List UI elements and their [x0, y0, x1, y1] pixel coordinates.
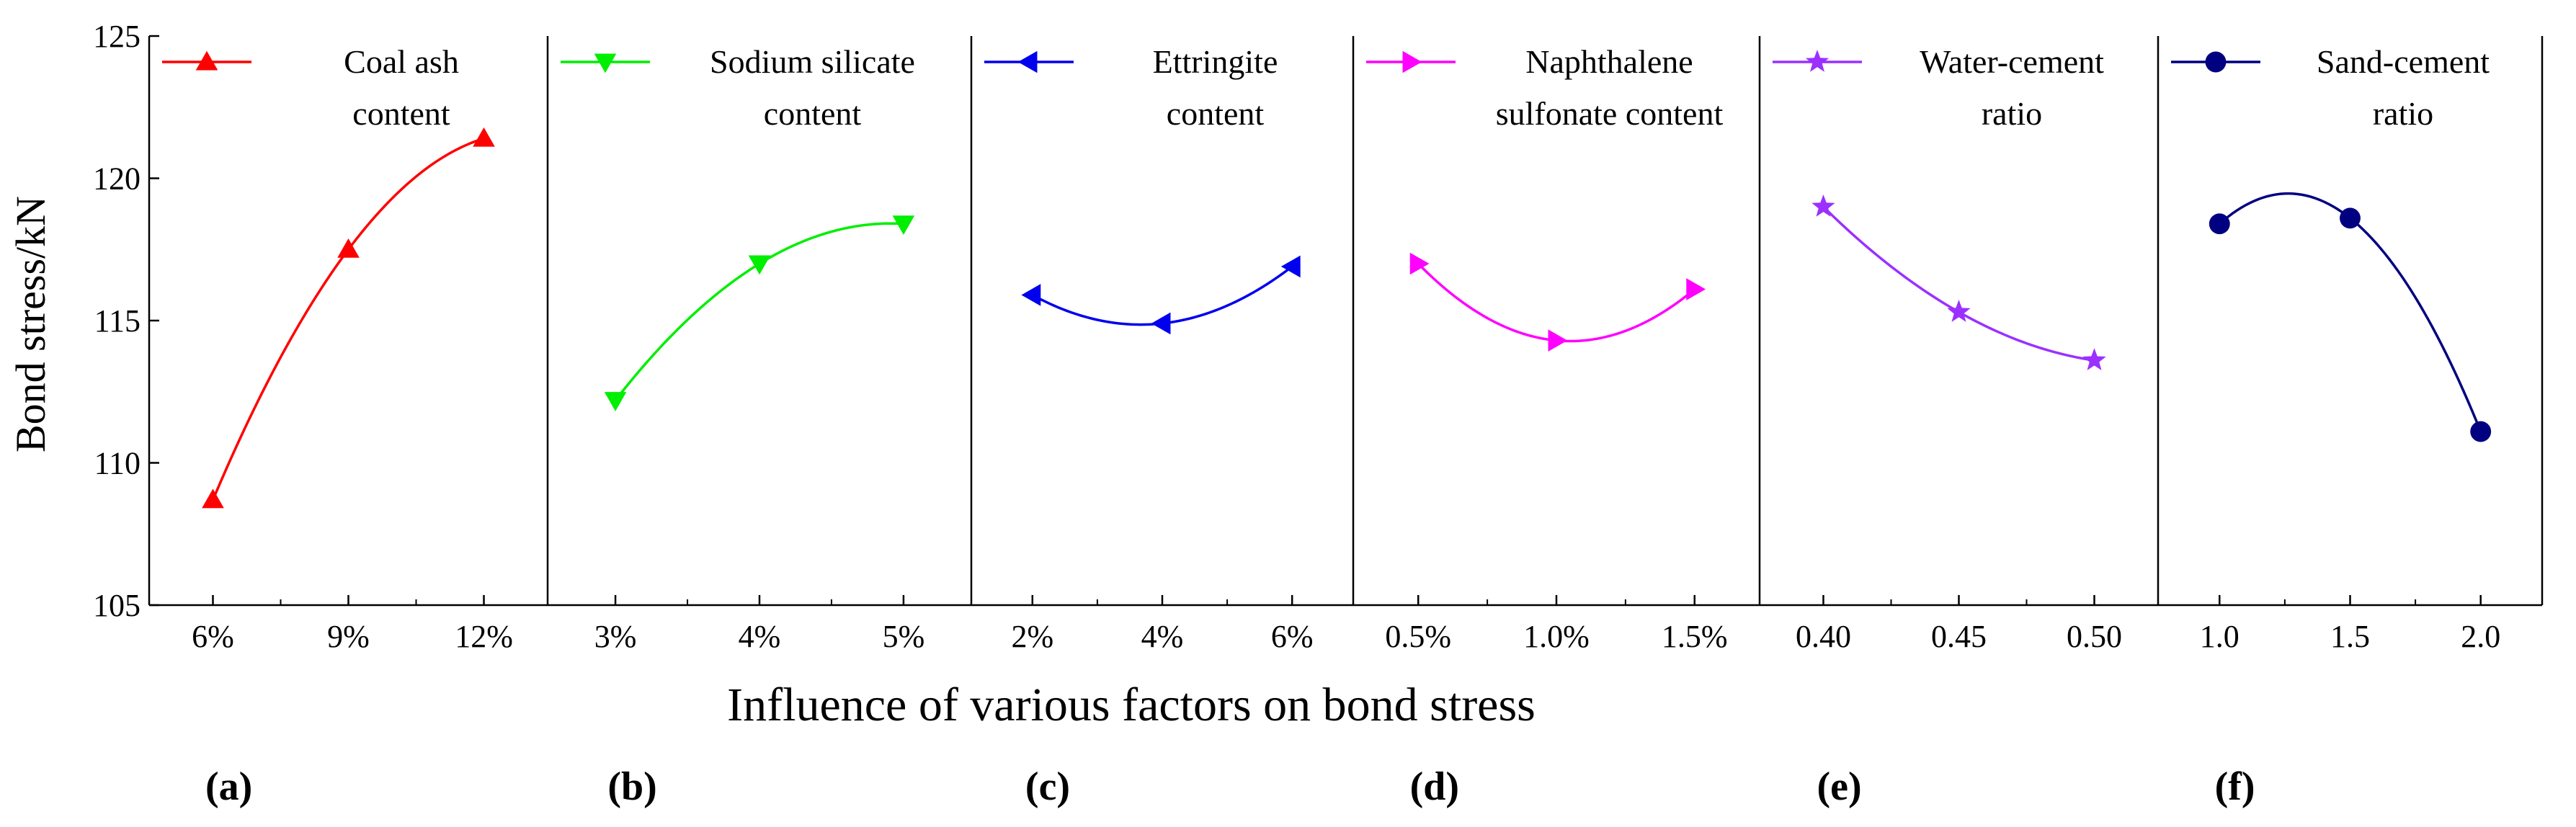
- series-line: [211, 137, 485, 501]
- x-tick-label: 4%: [739, 619, 781, 654]
- legend-label: Ettringite: [1153, 43, 1278, 80]
- x-tick-label: 3%: [594, 619, 637, 654]
- x-tick-label: 9%: [327, 619, 370, 654]
- data-point: [1409, 252, 1430, 275]
- data-point: [1686, 278, 1706, 300]
- x-tick-label: 12%: [455, 619, 513, 654]
- panel-e: 0.40 0.45 0.50 Water-cement ratio (e): [1758, 36, 2158, 809]
- legend-label: Naphthalene: [1525, 43, 1693, 80]
- data-point: [1548, 329, 1568, 352]
- y-axis-title: Bond stress/kN: [7, 196, 54, 452]
- legend-marker: [195, 50, 218, 71]
- legend-marker: [1402, 50, 1422, 73]
- panel-d: 0.5% 1.0% 1.5% Naphthalene sulfonate content…: [1352, 36, 1760, 809]
- x-tick-label: 6%: [192, 619, 234, 654]
- panel-tag: (d): [1410, 764, 1459, 809]
- legend-label: Water-cement: [1920, 43, 2104, 80]
- x-tick-label: 1.5%: [1662, 619, 1728, 654]
- x-tick-label: 5%: [883, 619, 925, 654]
- data-point: [2470, 421, 2492, 442]
- panel-b: 3% 4% 5% Sodium silicate content (b): [546, 36, 971, 809]
- panel-tag: (e): [1817, 764, 1862, 809]
- x-tick-label: 1.5: [2330, 619, 2370, 654]
- panel-a: 6% 9% 12% Coal ash content (a): [148, 36, 548, 809]
- x-tick-label: 2%: [1011, 619, 1053, 654]
- legend-marker: [594, 53, 617, 73]
- panel-tag: (f): [2215, 764, 2255, 809]
- data-point: [337, 238, 360, 258]
- axes-layer: 105 110 115 120 125: [93, 19, 159, 623]
- data-point: [2340, 207, 2361, 229]
- data-point: [202, 488, 224, 509]
- y-tick-label: 125: [93, 19, 141, 54]
- legend-label: content: [352, 95, 450, 132]
- x-tick-label: 6%: [1271, 619, 1314, 654]
- data-point: [892, 215, 915, 235]
- y-tick-label: 120: [93, 161, 141, 197]
- legend-marker: [2205, 51, 2227, 73]
- data-point: [2209, 213, 2230, 235]
- series-line: [614, 222, 904, 401]
- data-point: [604, 392, 627, 411]
- legend-label: ratio: [1982, 95, 2042, 132]
- panels-layer: 6% 9% 12% Coal ash content (a) 3% 4% 5% Sodium si…: [148, 36, 2544, 809]
- data-point: [1811, 195, 1835, 217]
- y-tick-label: 105: [93, 588, 141, 623]
- x-tick-label: 1.0%: [1523, 619, 1590, 654]
- panel-tag: (c): [1025, 764, 1070, 809]
- x-tick-label: 2.0: [2461, 619, 2500, 654]
- x-tick-label: 0.40: [1796, 619, 1851, 654]
- series-line: [2219, 192, 2482, 432]
- legend-label: Sand-cement: [2317, 43, 2490, 80]
- y-tick-label: 110: [94, 446, 141, 481]
- panel-f: 1.0 1.5 2.0 Sand-cement ratio (f): [2157, 36, 2544, 809]
- data-point: [1021, 284, 1041, 306]
- legend-label: Sodium silicate: [710, 43, 915, 80]
- legend-label: ratio: [2373, 95, 2433, 132]
- data-point: [1280, 255, 1301, 278]
- data-point: [473, 127, 495, 147]
- x-tick-label: 4%: [1141, 619, 1184, 654]
- panel-c: 2% 4% 6% Ettringite content (c): [970, 36, 1353, 809]
- x-tick-label: 0.45: [1931, 619, 1987, 654]
- legend-label: Coal ash: [344, 43, 459, 80]
- series-line: [1417, 262, 1695, 343]
- series-line: [1031, 265, 1293, 326]
- legend-label: content: [764, 95, 862, 132]
- series-line: [1822, 205, 2095, 362]
- data-point: [1947, 300, 1971, 322]
- x-tick-label: 1.0: [2200, 619, 2239, 654]
- y-tick-label: 115: [94, 303, 141, 339]
- data-point: [1151, 312, 1171, 335]
- legend-label: sulfonate content: [1496, 95, 1724, 132]
- data-point: [2082, 348, 2106, 371]
- legend-label: content: [1167, 95, 1265, 132]
- legend-marker: [1017, 50, 1038, 73]
- legend-marker: [1805, 50, 1830, 72]
- x-tick-label: 0.5%: [1385, 619, 1451, 654]
- panel-tag: (a): [205, 764, 252, 809]
- x-axis-title: Influence of various factors on bond str…: [727, 679, 1536, 731]
- x-tick-label: 0.50: [2067, 619, 2122, 654]
- panel-tag: (b): [607, 764, 656, 809]
- data-point: [748, 255, 771, 275]
